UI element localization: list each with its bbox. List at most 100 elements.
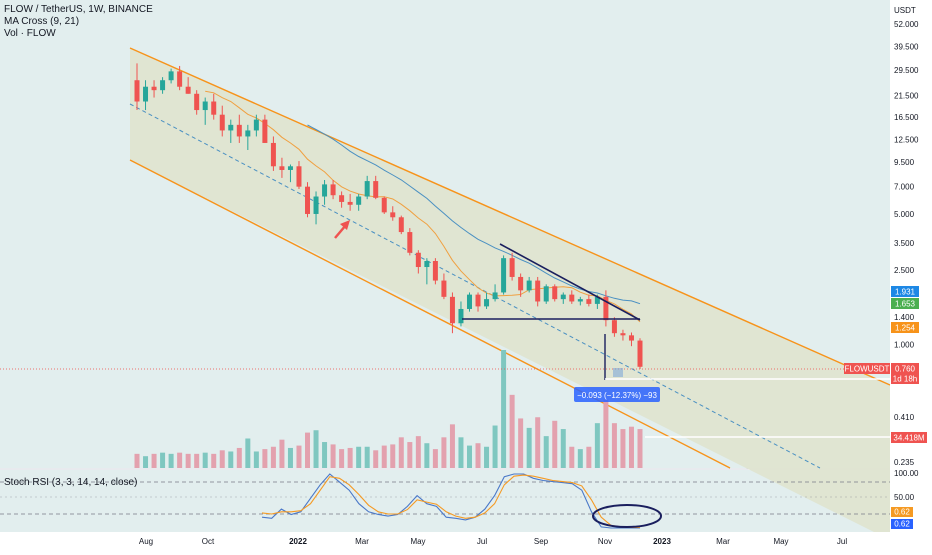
candle[interactable] [424, 261, 430, 268]
volume-bar[interactable] [518, 418, 524, 468]
rsi-d-tag[interactable]: 0.62 [891, 507, 913, 517]
stoch-rsi-k-line[interactable] [261, 473, 640, 529]
volume-bar[interactable] [432, 449, 438, 468]
volume-bar[interactable] [143, 456, 149, 468]
volume-bar[interactable] [594, 423, 600, 468]
candle[interactable] [441, 280, 447, 297]
candle[interactable] [560, 294, 566, 300]
candle[interactable] [245, 130, 251, 137]
measure-box[interactable] [613, 368, 623, 377]
candle[interactable] [236, 124, 242, 137]
volume-bar[interactable] [236, 447, 242, 468]
stoch-rsi-label[interactable]: Stoch RSI (3, 3, 14, 14, close) [4, 477, 138, 488]
volume-bar[interactable] [466, 445, 472, 468]
volume-bar[interactable] [373, 450, 379, 468]
candle[interactable] [339, 195, 345, 202]
candle[interactable] [168, 71, 174, 81]
candle[interactable] [535, 280, 541, 302]
rsi-highlight-ellipse[interactable] [592, 504, 662, 528]
candle[interactable] [194, 93, 200, 111]
ma-fast-line[interactable] [205, 90, 641, 323]
candle[interactable] [287, 166, 293, 170]
volume-bar[interactable] [492, 425, 498, 468]
candle[interactable] [390, 212, 396, 218]
candle[interactable] [637, 340, 643, 367]
candle[interactable] [177, 71, 183, 87]
channel-lower-line[interactable] [129, 159, 731, 469]
candle[interactable] [202, 101, 208, 111]
volume-bar[interactable] [160, 452, 166, 468]
volume-bar[interactable] [262, 449, 268, 468]
candle[interactable] [381, 197, 387, 213]
volume-bar[interactable] [381, 445, 387, 468]
price-tag-ma-slow[interactable]: 1.931 [891, 286, 919, 297]
volume-label[interactable]: Vol · FLOW [4, 28, 56, 39]
stoch-rsi-d-line[interactable] [261, 474, 640, 529]
volume-bar[interactable] [611, 423, 617, 468]
volume-bar[interactable] [603, 399, 609, 468]
candle[interactable] [492, 292, 498, 300]
volume-bar[interactable] [441, 437, 447, 468]
volume-bar[interactable] [313, 430, 319, 468]
volume-bar[interactable] [219, 450, 225, 468]
candle[interactable] [484, 299, 490, 307]
volume-bar[interactable] [424, 443, 430, 468]
volume-bar[interactable] [398, 437, 404, 468]
candle[interactable] [552, 286, 558, 300]
candle[interactable] [594, 296, 600, 304]
volume-bar[interactable] [543, 436, 549, 468]
candle[interactable] [253, 119, 259, 131]
symbol-tag[interactable]: FLOWUSDT [844, 363, 890, 374]
volume-bar[interactable] [287, 447, 293, 468]
price-tag-channel[interactable]: 1.254 [891, 322, 919, 333]
volume-bar[interactable] [628, 426, 634, 468]
volume-bar[interactable] [168, 453, 174, 468]
resistance-trendline[interactable] [499, 243, 641, 321]
candle[interactable] [543, 286, 549, 302]
volume-bar[interactable] [185, 453, 191, 468]
candle[interactable] [611, 320, 617, 334]
candle[interactable] [466, 294, 472, 309]
candle[interactable] [151, 86, 157, 91]
candle[interactable] [569, 294, 575, 302]
candle[interactable] [347, 201, 353, 205]
candle[interactable] [458, 308, 464, 324]
volume-bar[interactable] [390, 444, 396, 468]
candle[interactable] [398, 217, 404, 233]
candle[interactable] [160, 80, 166, 91]
candle[interactable] [603, 296, 609, 321]
volume-bar[interactable] [134, 453, 140, 468]
volume-bar[interactable] [253, 451, 259, 468]
volume-bar[interactable] [364, 446, 370, 468]
candle[interactable] [628, 335, 634, 341]
volume-bar[interactable] [279, 439, 285, 468]
volume-bar[interactable] [177, 452, 183, 468]
volume-bar[interactable] [270, 446, 276, 468]
candle[interactable] [501, 258, 507, 293]
candle[interactable] [305, 186, 311, 214]
volume-bar[interactable] [202, 452, 208, 468]
candle[interactable] [270, 142, 276, 167]
volume-bar[interactable] [356, 446, 362, 468]
volume-bar[interactable] [322, 442, 328, 468]
volume-bar[interactable] [296, 445, 302, 468]
candle[interactable] [134, 80, 140, 102]
volume-bar[interactable] [637, 429, 643, 468]
price-tag-ma-fast[interactable]: 1.653 [891, 298, 919, 309]
candle[interactable] [211, 101, 217, 115]
candle[interactable] [330, 184, 336, 196]
volume-bar[interactable] [305, 432, 311, 468]
candle[interactable] [518, 276, 524, 291]
volume-bar[interactable] [484, 446, 490, 468]
candle[interactable] [449, 296, 455, 324]
candle[interactable] [279, 166, 285, 170]
volume-bar[interactable] [194, 453, 200, 468]
volume-bar[interactable] [151, 453, 157, 468]
volume-bar[interactable] [569, 446, 575, 468]
candle[interactable] [322, 184, 328, 197]
arrow-annotation[interactable] [334, 220, 350, 239]
volume-bar[interactable] [449, 424, 455, 468]
volume-bar[interactable] [211, 453, 217, 468]
volume-bar[interactable] [339, 449, 345, 468]
